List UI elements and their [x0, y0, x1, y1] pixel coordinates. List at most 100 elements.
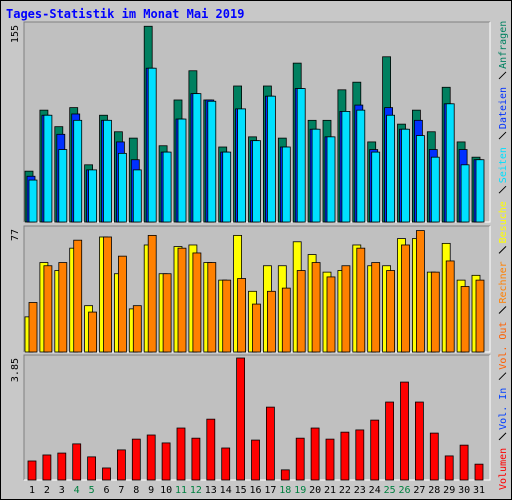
legend-separator [498, 372, 507, 381]
x-tick-label: 12 [190, 485, 202, 496]
bar [207, 100, 217, 223]
bar [118, 152, 127, 223]
x-tick-label: 7 [118, 485, 124, 496]
x-tick-label: 17 [264, 485, 276, 496]
legend-entry: Vol. In [498, 388, 509, 430]
bar [310, 427, 320, 481]
bar [176, 427, 186, 481]
x-tick-label: 3 [59, 485, 65, 496]
bar [192, 252, 202, 353]
bar [146, 434, 156, 481]
bar [400, 381, 409, 481]
legend-entry: Besuche [498, 201, 509, 243]
bar [102, 467, 111, 481]
bar [237, 108, 247, 223]
legend-separator [498, 131, 507, 140]
bar [401, 244, 410, 353]
x-tick-label: 25 [384, 485, 396, 496]
bar [88, 169, 97, 223]
x-tick-label: 8 [133, 485, 139, 496]
bar [370, 419, 380, 481]
bar [57, 452, 67, 481]
legend-entry: Rechner [498, 261, 509, 303]
bar [371, 262, 381, 353]
x-tick-label: 28 [428, 485, 440, 496]
bar [430, 156, 440, 223]
x-tick-label: 31 [473, 485, 485, 496]
bar [280, 469, 290, 481]
bar [222, 279, 232, 353]
bar [414, 401, 424, 481]
bar [236, 357, 246, 481]
x-tick-label: 30 [458, 485, 470, 496]
legend-separator [498, 246, 507, 254]
panel-shadow [23, 225, 490, 352]
x-tick-label: 16 [249, 485, 261, 496]
bar [444, 455, 454, 481]
bar [459, 444, 469, 481]
bar [207, 262, 217, 353]
bar [371, 151, 381, 223]
bar [311, 262, 321, 353]
bar [87, 456, 96, 481]
bar [103, 236, 112, 353]
bar [281, 146, 291, 223]
bar [43, 114, 53, 223]
bar [147, 67, 157, 223]
bar [266, 290, 276, 353]
x-tick-label: 4 [74, 485, 80, 496]
bar [42, 454, 52, 481]
bar [445, 103, 455, 223]
bar [386, 270, 396, 353]
bar [326, 276, 336, 353]
bar [177, 247, 187, 353]
bar [475, 159, 485, 223]
legend-separator [498, 432, 507, 441]
legend-entry: Volumen [498, 448, 509, 490]
x-tick-label: 19 [294, 485, 306, 496]
x-tick-label: 24 [369, 485, 381, 496]
legend-entry: Anfragen [498, 21, 509, 69]
x-tick-label: 20 [309, 485, 321, 496]
bar [73, 119, 83, 223]
y-tick-label: 77 [10, 229, 21, 241]
x-tick-label: 2 [44, 485, 50, 496]
legend-entry: Seiten [498, 147, 509, 183]
x-tick-label: 5 [89, 485, 95, 496]
x-tick-label: 23 [354, 485, 366, 496]
x-tick-label: 13 [205, 485, 217, 496]
bar [296, 88, 306, 223]
y-tick-label: 3.85 [10, 358, 21, 382]
bar [222, 151, 232, 223]
x-tick-label: 26 [398, 485, 410, 496]
legend-entry: Vol. Out [498, 322, 509, 370]
bar [356, 109, 366, 223]
bar [295, 437, 305, 481]
bar [43, 265, 53, 353]
legend-separator [498, 306, 507, 314]
bar [430, 271, 440, 353]
panel-shadow [23, 354, 490, 480]
bar [401, 128, 410, 223]
bar [103, 119, 112, 223]
bar [192, 93, 202, 223]
x-tick-label: 11 [175, 485, 187, 496]
chart-title: Tages-Statistik im Monat Mai 2019 [6, 7, 244, 21]
panel-shadow [23, 21, 490, 222]
x-tick-label: 22 [339, 485, 351, 496]
x-tick-label: 14 [220, 485, 232, 496]
bar [265, 406, 275, 481]
bar [266, 95, 276, 223]
x-tick-label: 21 [324, 485, 336, 496]
bar [237, 278, 247, 353]
bar [355, 429, 365, 481]
bar [177, 118, 187, 223]
x-tick-label: 1 [29, 485, 35, 496]
x-tick-label: 9 [148, 485, 154, 496]
legend-separator [498, 185, 507, 194]
legend-separator [498, 71, 507, 80]
bar [415, 230, 425, 353]
bar [118, 255, 127, 353]
bar [131, 438, 141, 481]
bar [385, 401, 395, 481]
